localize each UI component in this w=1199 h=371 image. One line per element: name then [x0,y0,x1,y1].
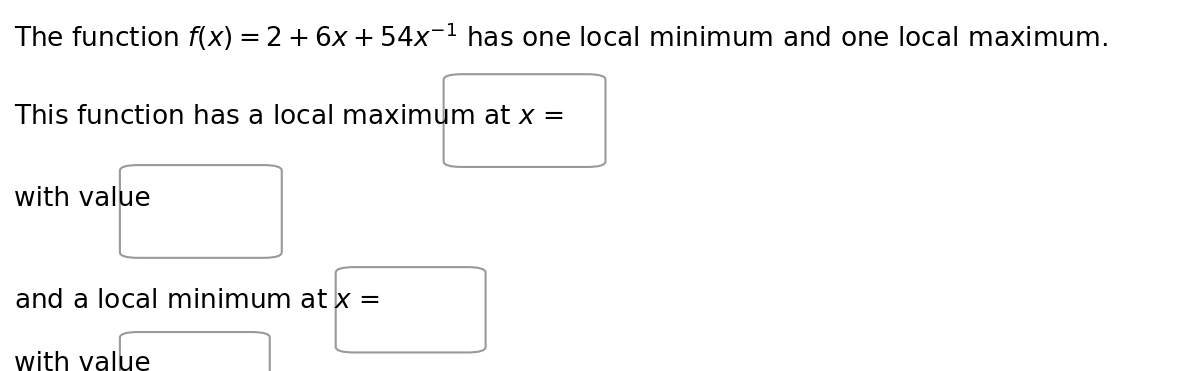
FancyBboxPatch shape [336,267,486,352]
Text: with value: with value [14,186,151,211]
Text: with value: with value [14,351,151,371]
Text: This function has a local maximum at $x$ =: This function has a local maximum at $x$… [14,104,564,130]
FancyBboxPatch shape [444,74,605,167]
FancyBboxPatch shape [120,165,282,258]
Text: The function $f(x) = 2 + 6x + 54x^{-1}$ has one local minimum and one local maxi: The function $f(x) = 2 + 6x + 54x^{-1}$ … [14,20,1108,53]
FancyBboxPatch shape [120,332,270,371]
Text: and a local minimum at $x$ =: and a local minimum at $x$ = [14,288,380,313]
